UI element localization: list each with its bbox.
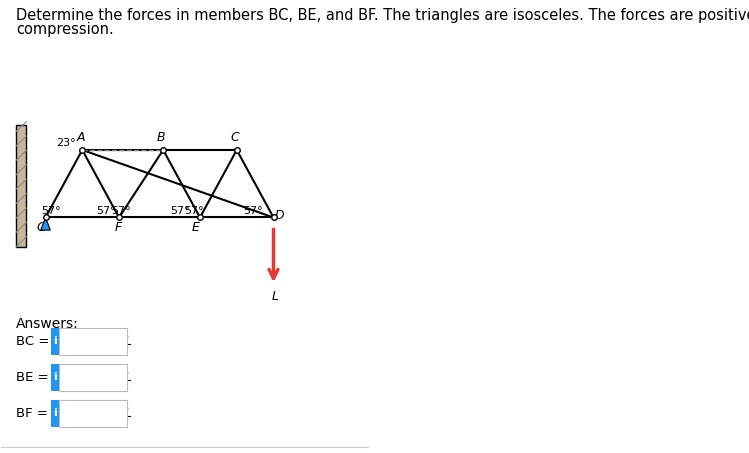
Text: Determine the forces in members BC, BE, and BF. The triangles are isosceles. The: Determine the forces in members BC, BE, … — [16, 8, 749, 23]
Bar — [59, 400, 127, 427]
Text: BF =: BF = — [16, 407, 48, 420]
Text: C: C — [231, 131, 239, 144]
Bar — [16, 125, 26, 247]
Text: A: A — [76, 131, 85, 144]
Bar — [59, 364, 127, 391]
Text: BE =: BE = — [16, 371, 49, 384]
Text: i: i — [53, 372, 57, 382]
Text: 57°: 57° — [41, 206, 61, 216]
Text: L: L — [124, 407, 132, 420]
Bar — [51, 364, 59, 391]
Polygon shape — [40, 217, 50, 230]
Text: F: F — [115, 221, 122, 234]
Text: 57°: 57° — [170, 206, 189, 216]
Text: compression.: compression. — [16, 22, 114, 37]
Bar — [51, 400, 59, 427]
Text: Answers:: Answers: — [16, 317, 79, 331]
Text: L: L — [272, 290, 279, 303]
Text: D: D — [274, 209, 284, 222]
Text: B: B — [157, 131, 166, 144]
Text: 23°: 23° — [56, 138, 76, 148]
Text: L: L — [124, 371, 132, 384]
Bar — [51, 328, 59, 355]
Text: 57°: 57° — [97, 206, 116, 216]
Bar — [59, 328, 127, 355]
Text: i: i — [53, 408, 57, 418]
Text: L: L — [124, 335, 132, 348]
Text: 57°: 57° — [243, 206, 263, 216]
Text: G: G — [36, 221, 46, 234]
Text: 57°: 57° — [185, 206, 204, 216]
Text: E: E — [192, 221, 199, 234]
Text: BC =: BC = — [16, 335, 49, 348]
Text: i: i — [53, 336, 57, 346]
Text: 57°: 57° — [111, 206, 131, 216]
